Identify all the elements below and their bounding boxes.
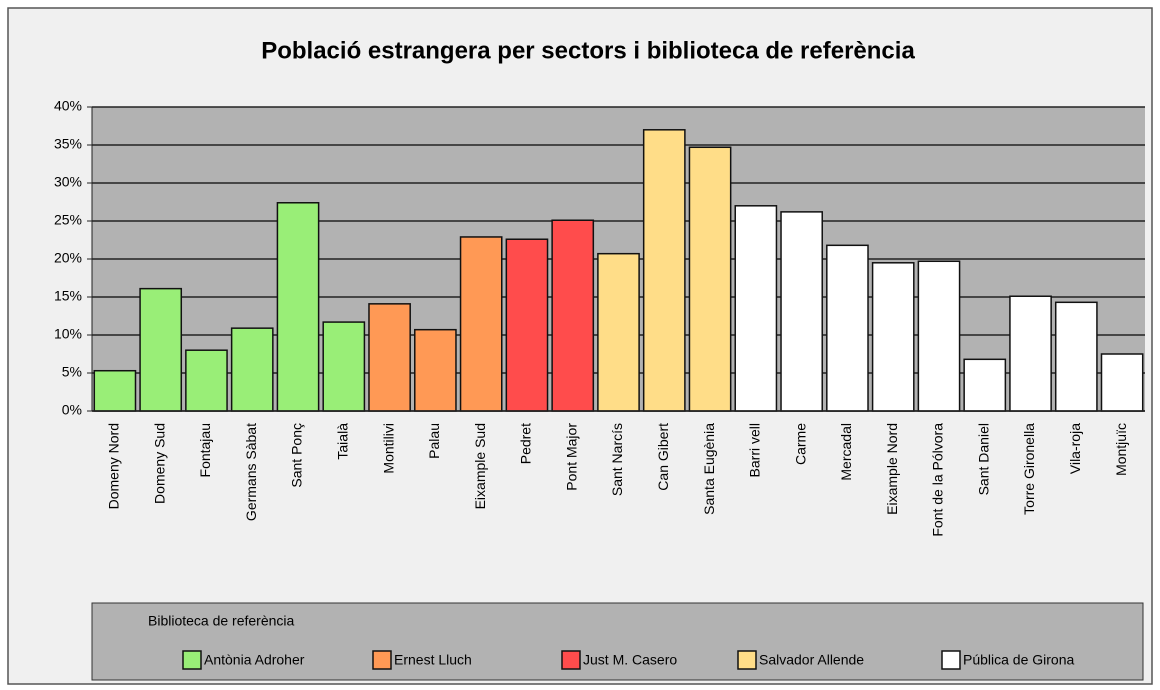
bar [1009, 295, 1052, 412]
legend-label: Ernest Lluch [394, 652, 472, 668]
x-tick-label: Fontajau [197, 423, 213, 477]
x-tick-label: Torre Gironella [1021, 423, 1037, 515]
legend-label: Antònia Adroher [204, 652, 305, 668]
x-tick-label: Pont Major [563, 423, 579, 491]
bar [917, 260, 961, 412]
x-tick-label: Domeny Nord [106, 423, 122, 509]
bar [93, 369, 137, 412]
y-tick-label: 20% [54, 250, 82, 266]
bar [276, 202, 320, 412]
bar [826, 244, 869, 412]
bar [642, 129, 686, 412]
x-tick-label: Sant Ponç [289, 423, 305, 488]
x-tick-label: Sant Daniel [975, 423, 991, 495]
x-tick-label: Sant Narcís [609, 423, 625, 496]
legend-swatch [182, 650, 202, 670]
x-tick-label: Barri vell [747, 423, 763, 477]
bar [230, 327, 274, 412]
bar [597, 252, 640, 412]
bar [322, 321, 366, 412]
x-tick-label: Eixample Nord [884, 423, 900, 515]
legend-swatch [941, 650, 961, 670]
legend-box [91, 602, 1144, 681]
y-tick-label: 25% [54, 212, 82, 228]
bar [139, 287, 183, 412]
x-tick-label: Eixample Sud [472, 423, 488, 509]
x-tick-label: Germans Sàbat [243, 423, 259, 521]
bar [459, 236, 503, 412]
x-tick-label: Can Gibert [655, 423, 671, 491]
bar [368, 303, 411, 412]
bar [734, 205, 778, 412]
bar [551, 219, 595, 412]
bar [1054, 301, 1098, 412]
bar [1100, 353, 1144, 412]
x-tick-label: Mercadal [838, 423, 854, 481]
legend-label: Salvador Allende [759, 652, 864, 668]
legend-swatch [372, 650, 392, 670]
y-tick-label: 10% [54, 326, 82, 342]
bar [963, 358, 1007, 412]
legend-swatch [561, 650, 581, 670]
x-tick-label: Santa Eugènia [701, 423, 717, 515]
x-tick-label: Taialà [335, 423, 351, 460]
x-tick-label: Vila-roja [1067, 423, 1083, 474]
y-tick-label: 40% [54, 98, 82, 114]
y-tick-label: 35% [54, 136, 82, 152]
legend-label: Just M. Casero [583, 652, 677, 668]
legend-label: Pública de Girona [963, 652, 1075, 668]
x-tick-label: Montilivi [380, 423, 396, 474]
bar [780, 211, 823, 412]
y-tick-label: 15% [54, 288, 82, 304]
chart-title: Població estrangera per sectors i biblio… [261, 37, 915, 64]
bar [688, 146, 732, 412]
bar [185, 349, 228, 412]
x-tick-label: Carme [792, 423, 808, 465]
bar [871, 262, 915, 412]
y-tick-label: 5% [62, 364, 82, 380]
bar [505, 238, 549, 412]
legend-title: Biblioteca de referència [148, 613, 295, 629]
x-tick-label: Domeny Sud [151, 423, 167, 504]
y-tick-label: 30% [54, 174, 82, 190]
x-tick-label: Montjuïc [1113, 423, 1129, 476]
x-tick-label: Palau [426, 423, 442, 459]
x-tick-label: Font de la Pólvora [930, 423, 946, 537]
bar [414, 328, 457, 412]
legend-swatch [737, 650, 757, 670]
y-tick-label: 0% [62, 402, 82, 418]
x-tick-label: Pedret [518, 423, 534, 464]
